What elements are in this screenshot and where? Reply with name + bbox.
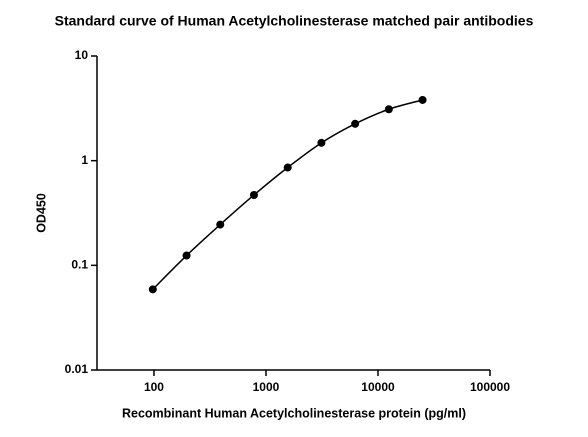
data-point — [418, 95, 427, 104]
x-tick-label: 100000 — [470, 380, 510, 394]
y-tick-label: 0.01 — [65, 362, 89, 376]
fit-curve — [152, 99, 423, 290]
x-axis-title: Recombinant Human Acetylcholinesterase p… — [122, 406, 466, 420]
y-tick-label: 1 — [81, 153, 88, 167]
chart-title: Standard curve of Human Acetylcholineste… — [55, 13, 534, 29]
data-point — [148, 285, 157, 294]
y-tick-label: 0.1 — [71, 258, 88, 272]
x-tick-label: 10000 — [361, 380, 395, 394]
data-point — [384, 105, 393, 114]
x-tick-label: 1000 — [253, 380, 280, 394]
y-tick-label: 10 — [75, 48, 89, 62]
y-axis-title: OD450 — [34, 193, 48, 233]
data-point — [283, 163, 292, 172]
x-tick-label: 100 — [144, 380, 164, 394]
data-point — [182, 251, 191, 260]
data-point — [351, 119, 360, 128]
data-point — [216, 220, 225, 229]
data-point — [317, 138, 326, 147]
data-point — [249, 190, 258, 199]
